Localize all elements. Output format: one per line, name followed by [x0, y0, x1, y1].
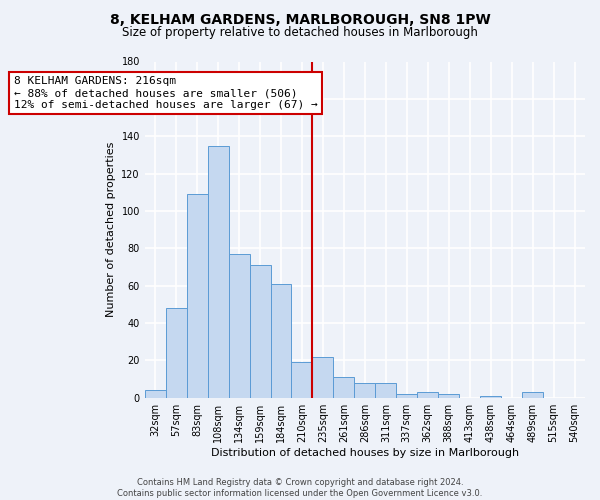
Bar: [250, 265, 271, 398]
Bar: [292, 362, 313, 398]
Bar: [397, 394, 417, 398]
Bar: [229, 254, 250, 398]
Text: Size of property relative to detached houses in Marlborough: Size of property relative to detached ho…: [122, 26, 478, 39]
Bar: [208, 146, 229, 398]
Bar: [313, 356, 334, 398]
Bar: [166, 308, 187, 398]
Text: Contains HM Land Registry data © Crown copyright and database right 2024.
Contai: Contains HM Land Registry data © Crown c…: [118, 478, 482, 498]
Y-axis label: Number of detached properties: Number of detached properties: [106, 142, 116, 318]
Bar: [271, 284, 292, 398]
Bar: [438, 394, 459, 398]
X-axis label: Distribution of detached houses by size in Marlborough: Distribution of detached houses by size …: [211, 448, 519, 458]
Text: 8 KELHAM GARDENS: 216sqm
← 88% of detached houses are smaller (506)
12% of semi-: 8 KELHAM GARDENS: 216sqm ← 88% of detach…: [14, 76, 317, 110]
Bar: [376, 383, 397, 398]
Bar: [355, 383, 376, 398]
Bar: [480, 396, 501, 398]
Text: 8, KELHAM GARDENS, MARLBOROUGH, SN8 1PW: 8, KELHAM GARDENS, MARLBOROUGH, SN8 1PW: [110, 12, 490, 26]
Bar: [417, 392, 438, 398]
Bar: [187, 194, 208, 398]
Bar: [522, 392, 543, 398]
Bar: [334, 377, 355, 398]
Bar: [145, 390, 166, 398]
